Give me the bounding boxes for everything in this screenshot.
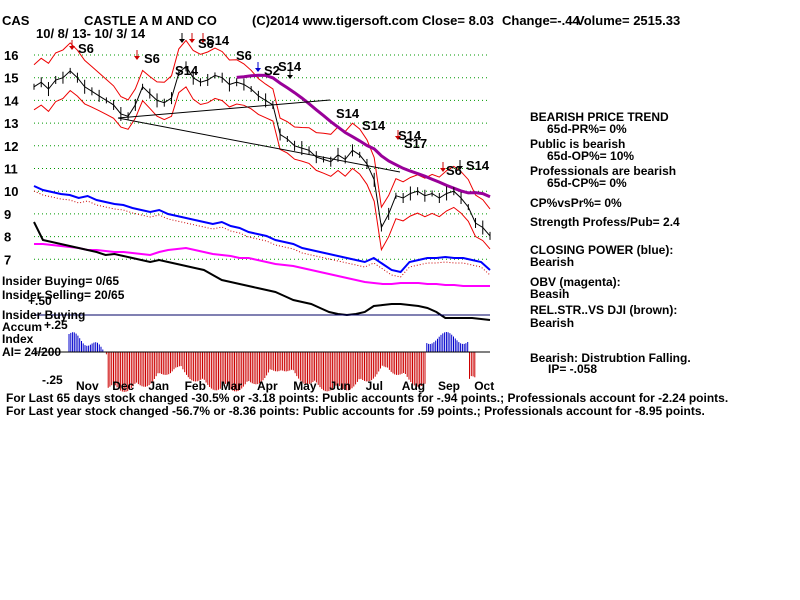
close-value: Close= 8.03 [422,13,494,28]
summary-year: For Last year stock changed -56.7% or -8… [6,404,705,418]
signal-label: S14 [278,59,302,74]
insider-buying-label: Insider Buying [2,308,85,322]
price-tick-label: 16 [4,48,18,63]
upper-band-line [33,39,491,210]
ip-value: IP= -.058 [548,362,597,376]
cp-vs-pr: CP%vsPr%= 0% [530,196,622,210]
signal-label: S6 [236,48,252,63]
signal-label: S14 [175,63,199,78]
closing-power-label: CLOSING POWER (blue): [530,243,673,257]
price-line [33,65,491,237]
closing-power-line [33,185,491,274]
lower-band-line [33,86,491,252]
signal-label: S14 [206,33,230,48]
rel-str-label: REL.STR..VS DJI (brown): [530,303,677,317]
price-tick-label: 8 [4,230,11,245]
signal-label: S6 [446,163,462,178]
accumulation-histogram [68,332,476,392]
signal-label: S6 [78,41,94,56]
plus-25-label: +.25 [44,318,68,332]
strength-ratio: Strength Profess/Pub= 2.4 [530,215,680,229]
month-label: Apr [257,379,278,393]
pr-value: 65d-PR%= 0% [547,122,627,136]
trend-line-upper [117,99,331,119]
price-tick-label: 12 [4,139,18,154]
price-tick-label: 9 [4,207,11,222]
change-value: Change=-.44 [502,13,580,28]
price-axis: 16 15 14 13 12 11 10 9 8 7 [4,48,19,267]
price-tick-label: 7 [4,252,11,267]
signal-arrowhead [255,68,261,72]
cp-value: 65d-CP%= 0% [547,176,627,190]
index-label: Index [2,332,34,346]
signal-label: S14 [466,158,490,173]
signal-label: S6 [144,51,160,66]
signal-arrowhead [134,56,140,60]
closing-power-ma [33,190,491,278]
month-label: May [293,379,317,393]
trend-title: BEARISH PRICE TREND [530,110,669,124]
date-range: 10/ 8/ 13- 10/ 3/ 14 [36,26,146,41]
price-tick-label: 14 [4,93,19,108]
ticker: CAS [2,13,30,28]
accum-label: Accum [2,320,42,334]
company-name: CASTLE A M AND CO [84,13,217,28]
signal-arrowhead [287,75,293,79]
copyright: (C)2014 www.tigersoft.com [252,13,418,28]
relative-strength-line [33,221,491,321]
price-tick-label: 11 [4,162,18,177]
signal-arrowhead [200,39,206,43]
signal-label: S17 [404,136,427,151]
signal-arrowhead [395,136,401,140]
signal-arrowhead [457,166,463,170]
obv-label: OBV (magenta): [530,275,621,289]
price-grid [34,54,490,260]
signal-arrowhead [440,168,446,172]
month-label: Sep [438,379,460,393]
month-label: Jul [366,379,383,393]
minus-25-label: -.25 [42,373,63,387]
signal-arrowhead [69,46,75,50]
price-tick-label: 10 [4,184,18,199]
signal-label: S14 [336,106,360,121]
ai-label: AI= 24/200 [2,345,61,359]
price-tick-label: 15 [4,71,18,86]
obv-value: Beasih [530,287,569,301]
month-label: Jun [329,379,350,393]
signal-label: S14 [398,128,422,143]
signal-label: S14 [362,118,386,133]
trend-line-lower [117,117,401,173]
month-axis: Nov Dec Jan Feb Mar Apr May Jun Jul Aug Sep Oct [76,379,494,393]
pros-title: Professionals are bearish [530,164,676,178]
month-label: Oct [474,379,494,393]
summary-65-days: For Last 65 days stock changed -30.5% or… [6,391,728,405]
plus-50-label: +.50 [28,294,52,308]
signal-arrowhead [189,39,195,43]
insider-buying-count: Insider Buying= 0/65 [2,274,119,288]
month-label: Jan [148,379,169,393]
volume-value: Volume= 2515.33 [576,13,680,28]
price-tick-label: 13 [4,116,18,131]
signal-arrowhead [179,39,185,43]
insider-selling-count: Insider Selling= 20/65 [2,288,125,302]
signal-label: S2 [264,63,280,78]
accum-status: Bearish: Distrubtion Falling. [530,351,691,365]
month-label: Feb [185,379,206,393]
op-value: 65d-OP%= 10% [547,149,634,163]
month-label: Aug [402,379,425,393]
public-title: Public is bearish [530,137,625,151]
month-label: Dec [112,379,134,393]
closing-power-value: Bearish [530,255,574,269]
month-label: Mar [221,379,243,393]
obv-line [34,243,490,287]
month-label: Nov [76,379,99,393]
rel-str-value: Bearish [530,316,574,330]
signal-label: S6 [198,36,214,51]
moving-average-line [236,73,491,199]
